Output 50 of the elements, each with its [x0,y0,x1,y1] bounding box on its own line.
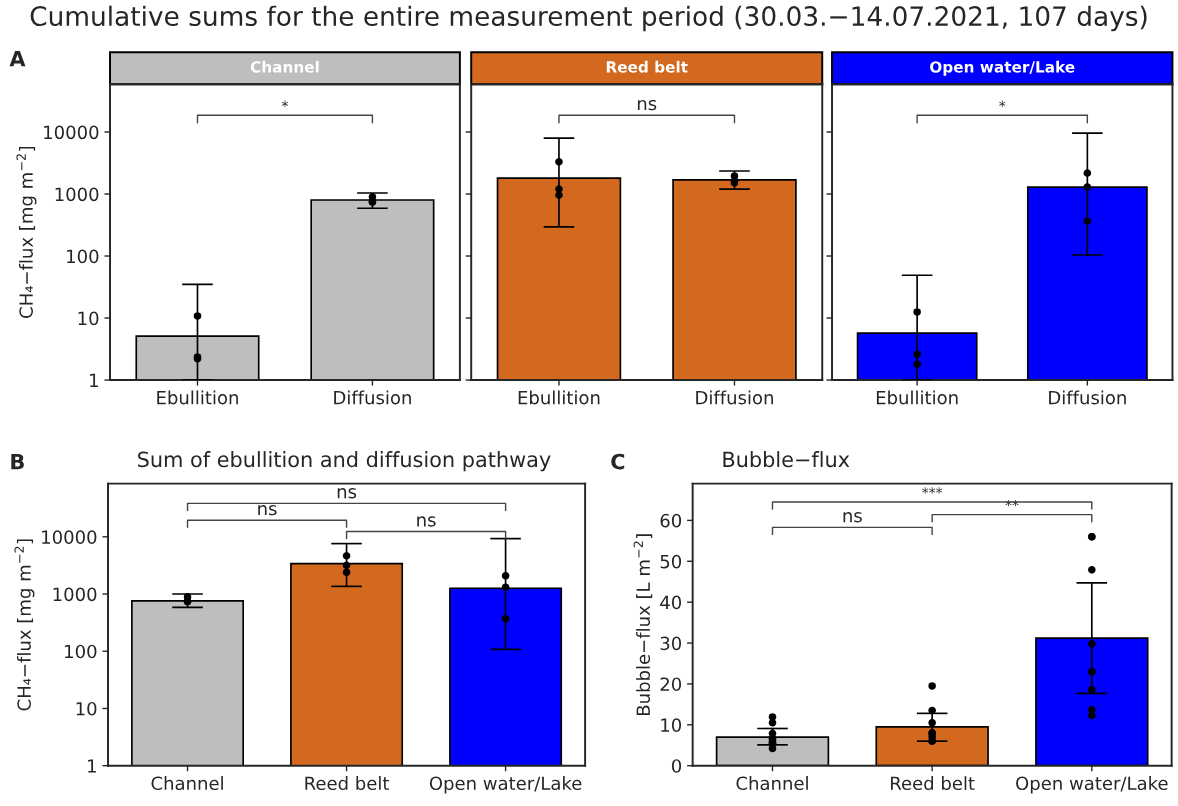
annotation: ** [1005,500,1019,507]
y-tick-label: 10000 [44,125,99,140]
x-tick-label: Diffusion [334,390,411,405]
chart-title: Channel [250,60,319,73]
y-tick-label: 10000 [42,530,97,544]
text: A [9,51,26,67]
chart-title: Open water/Lake [930,60,1075,76]
x-tick-label: Ebullition [518,390,600,405]
y-tick-label: 20 [660,677,682,692]
x-tick-label: Diffusion [696,390,773,405]
annotation: ns [637,99,657,111]
y-tick-label: 50 [660,554,682,569]
annotation: *** [922,487,943,494]
annotation: * [281,100,289,107]
y-axis-title: CH₄−flux [mg m$^{−2}$] [14,539,35,711]
x-tick-label: Open water/Lake [429,776,582,794]
annotation: ns [337,488,357,499]
x-tick-label: Ebullition [876,390,958,405]
y-tick-label: 1 [88,759,96,773]
y-tick-label: 10 [661,718,682,732]
y-tick-label: 100 [67,249,99,264]
annotation: ns [843,512,862,523]
annotation: * [999,100,1006,107]
annotation: ns [258,505,277,516]
text: Cumulative sums for the entire measurement period (30.03.−14.07.2021, 107 days) [30,5,1147,32]
y-tick-label: 1000 [55,187,99,202]
y-tick-label: 100 [65,644,97,659]
x-tick-label: Open water/Lake [1016,776,1168,794]
x-tick-label: Reed belt [891,776,975,791]
y-tick-label: 40 [660,595,682,610]
y-tick-label: 0 [671,759,682,773]
chart-title: Bubble−flux [723,451,850,468]
y-tick-label: 10 [78,311,99,326]
x-tick-label: Channel [736,776,808,791]
chart-title: Reed belt [606,60,688,73]
y-tick-label: 10 [76,701,97,716]
y-axis-title: Bubble−flux [L m$^{−2}$] [633,534,653,715]
y-tick-label: 1000 [53,587,97,602]
x-tick-label: Reed belt [305,776,390,791]
x-tick-label: Diffusion [1049,390,1126,405]
chart-title: Sum of ebullition and diffusion pathway [138,451,551,472]
y-tick-label: 30 [660,636,682,651]
x-tick-label: Channel [151,776,223,791]
y-tick-label: 1 [90,373,98,387]
y-axis-title: CH₄−flux [mg m$^{−2}$] [16,146,37,318]
x-tick-label: Ebullition [157,390,238,405]
text: C [611,453,625,470]
text: B [11,454,24,470]
annotation: ns [417,516,436,527]
y-tick-label: 60 [660,513,682,528]
